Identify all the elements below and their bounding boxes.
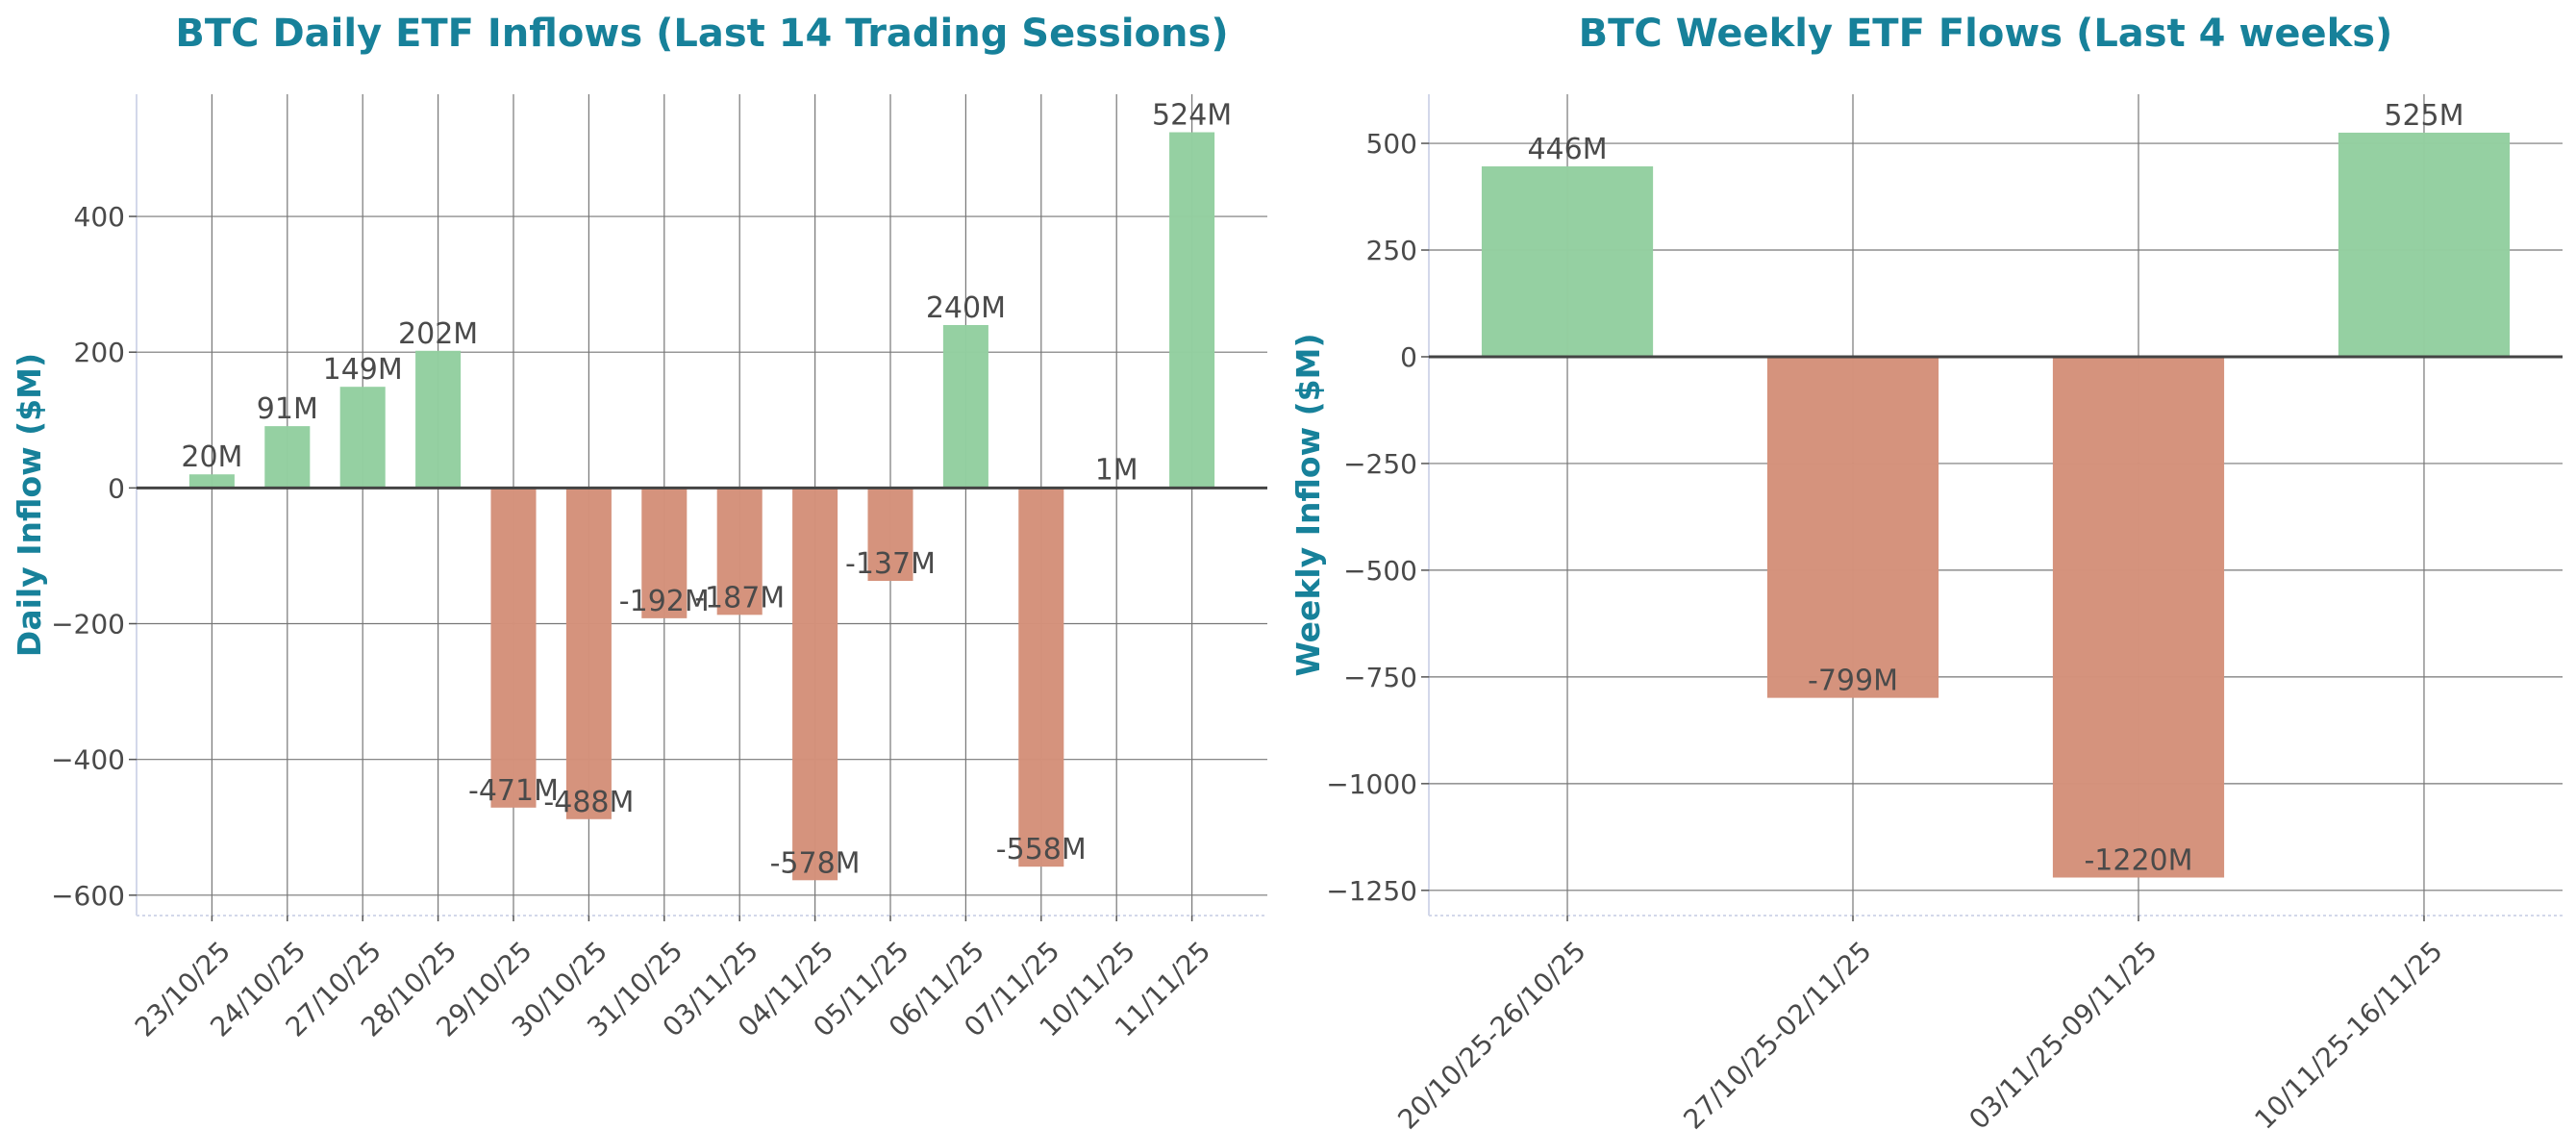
x-tick-label: 03/11/25-09/11/25 xyxy=(1963,935,2163,1130)
data-label: -1220M xyxy=(2084,843,2192,877)
y-tick-label: −250 xyxy=(1343,448,1417,480)
bar xyxy=(339,387,386,489)
y-tick-label: 250 xyxy=(1366,235,1417,266)
y-tick-label: 0 xyxy=(108,472,125,504)
y-tick-label: −750 xyxy=(1343,662,1417,693)
data-label: -471M xyxy=(468,774,559,808)
bar xyxy=(1018,488,1064,867)
data-label: -137M xyxy=(845,547,936,581)
data-label: -578M xyxy=(770,846,861,880)
x-tick-label: 27/10/25-02/11/25 xyxy=(1677,935,1877,1130)
bar xyxy=(2052,356,2225,878)
y-tick-label: −500 xyxy=(1343,555,1417,587)
chart-daily: BTC Daily ETF Inflows (Last 14 Trading S… xyxy=(11,12,1267,1043)
bar xyxy=(1766,356,1939,698)
data-label: 1M xyxy=(1095,454,1138,488)
chart-title: BTC Daily ETF Inflows (Last 14 Trading S… xyxy=(175,12,1228,56)
bar xyxy=(264,426,311,489)
y-tick-label: 400 xyxy=(74,201,125,233)
data-label: -187M xyxy=(694,581,785,615)
data-label: 149M xyxy=(323,353,403,387)
y-axis-label: Weekly Inflow ($M) xyxy=(1289,333,1327,676)
y-tick-label: −1000 xyxy=(1326,768,1417,800)
y-tick-label: −1250 xyxy=(1326,875,1417,907)
bar xyxy=(867,488,913,582)
data-label: 202M xyxy=(398,317,478,351)
bar xyxy=(641,488,688,618)
data-label: 446M xyxy=(1527,133,1607,166)
bar xyxy=(490,488,537,808)
data-label: -192M xyxy=(619,585,710,618)
bar xyxy=(415,350,462,489)
data-label: -799M xyxy=(1808,665,1898,698)
bar xyxy=(716,488,763,615)
y-tick-label: −400 xyxy=(51,744,125,776)
data-label: 20M xyxy=(181,440,242,474)
chart-title: BTC Weekly ETF Flows (Last 4 weeks) xyxy=(1579,12,2393,56)
bar xyxy=(942,324,988,489)
bar xyxy=(2338,132,2511,357)
x-tick-label: 20/10/25-26/10/25 xyxy=(1391,935,1591,1130)
data-label: 525M xyxy=(2384,99,2463,133)
data-label: 91M xyxy=(257,392,318,426)
bar xyxy=(1169,132,1215,489)
y-tick-label: 0 xyxy=(1400,341,1417,373)
data-label: 240M xyxy=(926,291,1006,325)
y-tick-label: −200 xyxy=(51,609,125,640)
y-tick-label: −600 xyxy=(51,880,125,912)
chart-weekly: BTC Weekly ETF Flows (Last 4 weeks) Weekl… xyxy=(1289,12,2563,1130)
y-tick-label: 500 xyxy=(1366,128,1417,160)
data-label: -488M xyxy=(543,786,634,819)
bar xyxy=(792,488,838,881)
data-label: -558M xyxy=(996,833,1087,866)
y-axis-label: Daily Inflow ($M) xyxy=(11,353,48,657)
x-tick-label: 10/11/25-16/11/25 xyxy=(2248,935,2448,1130)
bar xyxy=(565,488,612,819)
bar xyxy=(188,474,235,489)
data-label: 524M xyxy=(1152,99,1232,133)
y-tick-label: 200 xyxy=(74,337,125,368)
bar xyxy=(1481,166,1654,357)
